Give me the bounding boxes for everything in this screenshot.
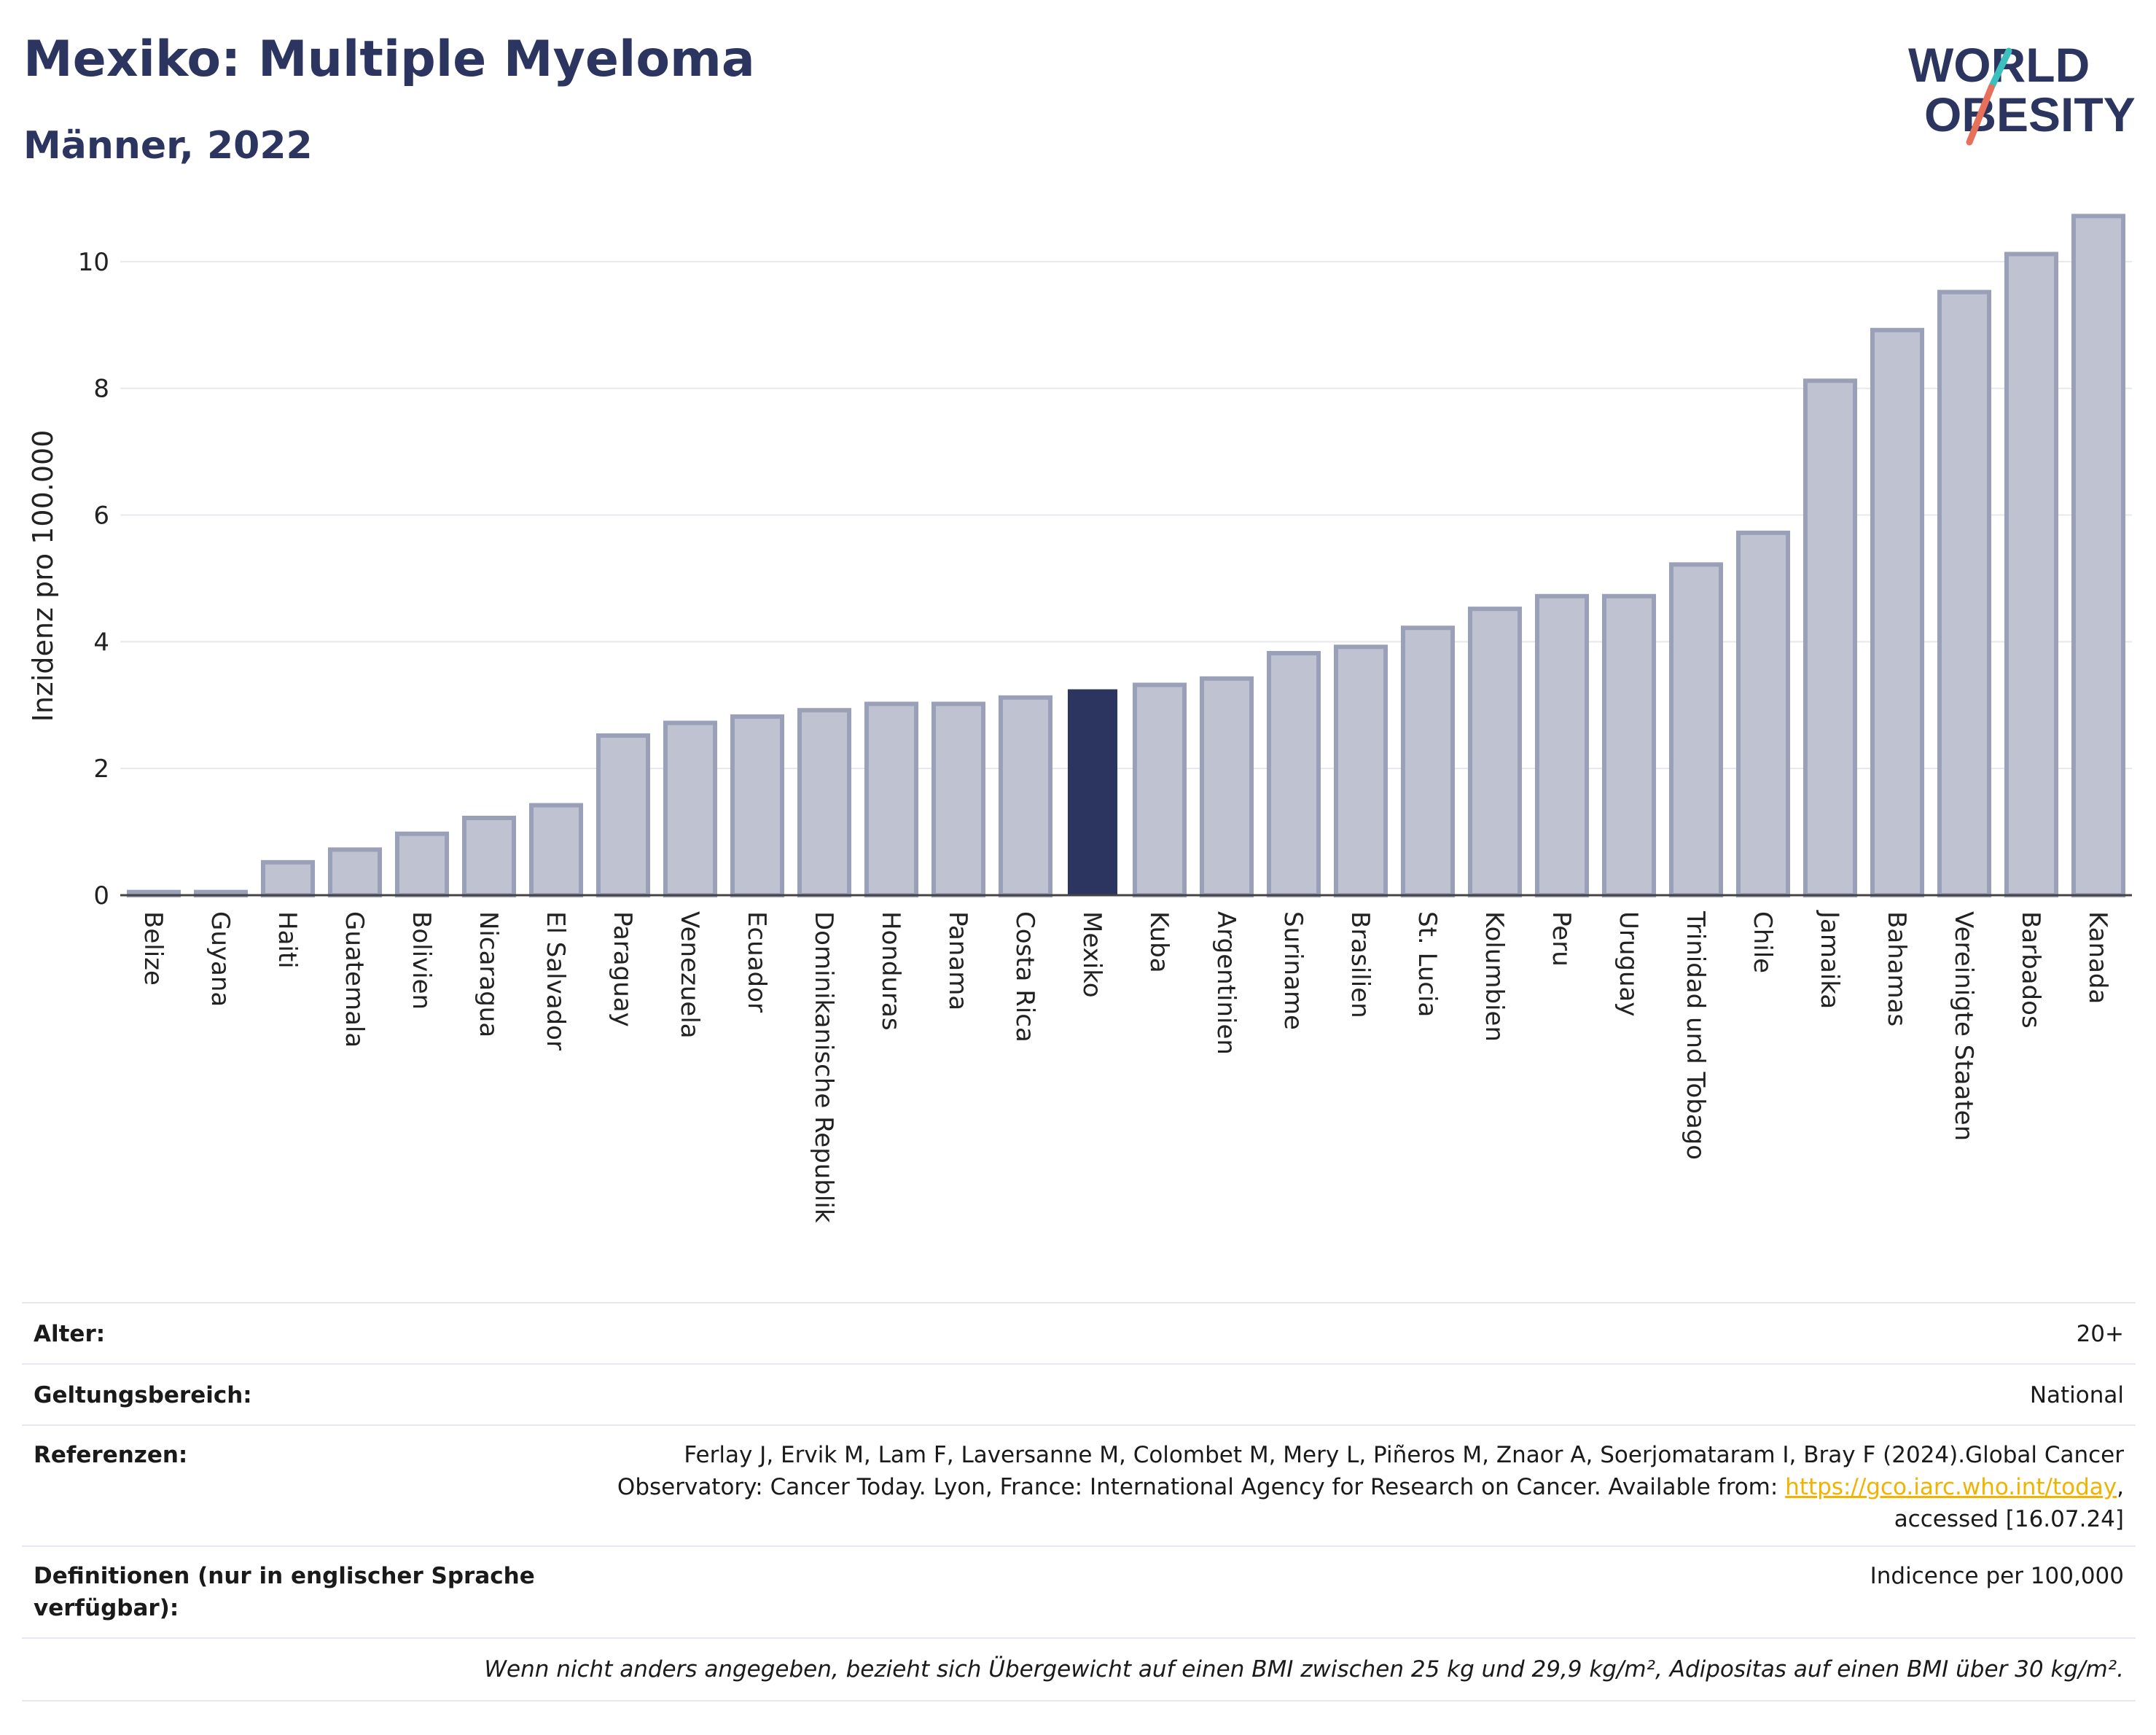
bar-chile [1735, 530, 1791, 897]
x-tick-label: Bolivien [407, 911, 436, 1010]
y-tick-label: 6 [93, 502, 109, 531]
x-tick-label: Belize [138, 911, 168, 986]
bar-paraguay [595, 733, 651, 897]
definitions-value: Indicence per 100,000 [1870, 1563, 2124, 1589]
x-tick-label: Haiti [273, 911, 302, 969]
bar-nicaragua [461, 815, 517, 898]
meta-row-scope: Geltungsbereich: National [22, 1365, 2136, 1426]
x-tick-label: Nicaragua [474, 911, 503, 1037]
x-tick-label: Chile [1748, 911, 1777, 973]
reference-line-2: Observatory: Cancer Today. Lyon, France:… [448, 1471, 2124, 1503]
x-tick-label: Mexiko [1077, 911, 1106, 998]
x-tick-label: Panama [943, 911, 972, 1010]
x-tick-label: Peru [1547, 911, 1576, 967]
y-axis-title: Inzidenz pro 100.000 [27, 430, 59, 722]
references-value: Ferlay J, Ervik M, Lam F, Laversanne M, … [448, 1439, 2124, 1535]
bar-haiti [260, 859, 316, 897]
y-tick-label: 0 [93, 881, 109, 911]
chart-title: Mexiko: Multiple Myeloma [23, 31, 755, 88]
reference-line-2-end: , [2117, 1474, 2124, 1500]
grid-lines [120, 260, 2132, 770]
bar-suriname [1266, 651, 1321, 897]
x-tick-label: Kuba [1144, 911, 1173, 973]
x-tick-label: St. Lucia [1413, 911, 1442, 1017]
bar-el-salvador [528, 803, 584, 898]
y-tick-label: 2 [93, 755, 109, 784]
bar-chart: 0 2 4 6 8 10 Inzidenz pro 100.000 Belize Guyana H… [27, 214, 2132, 1223]
scope-label: Geltungsbereich: [34, 1382, 252, 1408]
bar-dominikanische-republik [797, 708, 852, 898]
x-tick-label: Kolumbien [1480, 911, 1509, 1042]
bar-bahamas [1870, 327, 1925, 897]
x-tick-label: Paraguay [608, 911, 637, 1027]
bar-kolumbien [1467, 607, 1523, 897]
age-value: 20+ [2076, 1321, 2124, 1347]
y-tick-label: 4 [93, 628, 109, 657]
bar-kanada [2071, 214, 2126, 897]
reference-line-1: Ferlay J, Ervik M, Lam F, Laversanne M, … [684, 1442, 2124, 1468]
x-tick-label: Costa Rica [1010, 911, 1039, 1042]
bar-peru [1534, 593, 1590, 897]
bar-ecuador [730, 714, 785, 898]
x-tick-label: El Salvador [541, 911, 570, 1050]
bar-bolivien [394, 831, 450, 898]
bar-barbados [2004, 252, 2059, 898]
bar-jamaika [1802, 378, 1858, 897]
metadata-table: Alter: 20+ Geltungsbereich: National Ref… [22, 1302, 2136, 1701]
y-tick-label: 10 [78, 248, 109, 277]
bar-kuba [1132, 682, 1187, 897]
x-tick-label: Vereinigte Staaten [1949, 911, 1978, 1141]
age-label: Alter: [34, 1321, 106, 1347]
meta-row-age: Alter: 20+ [22, 1303, 2136, 1365]
bar-guatemala [327, 847, 383, 897]
bar-st-lucia [1400, 625, 1456, 898]
x-tick-label: Brasilien [1345, 911, 1375, 1018]
bar-trinidad-und-tobago [1668, 562, 1724, 897]
x-tick-label: Jamaika [1815, 910, 1844, 1009]
bar-costa-rica [998, 695, 1053, 897]
definitions-label: Definitionen (nur in englischer Sprache … [34, 1563, 535, 1621]
bar-mexiko [1067, 689, 1118, 895]
bar-uruguay [1601, 593, 1657, 897]
references-label: Referenzen: [34, 1442, 188, 1468]
y-tick-label: 8 [93, 375, 109, 404]
x-tick-label: Uruguay [1614, 911, 1643, 1017]
x-tick-label: Dominikanische Republik [809, 911, 838, 1223]
bar-argentinien [1199, 676, 1254, 898]
x-tick-label: Trinidad und Tobago [1681, 911, 1710, 1160]
logo-slash-teal [1988, 47, 2012, 91]
bar-panama [931, 701, 986, 897]
logo-text-obesity: OBESITY [1924, 87, 2136, 141]
x-tick-label: Argentinien [1211, 911, 1241, 1055]
reference-link[interactable]: https://gco.iarc.who.int/today [1785, 1474, 2117, 1500]
x-tick-label: Venezuela [675, 911, 704, 1039]
bar-vereinigte-staaten [1937, 289, 1992, 898]
bar-honduras [864, 701, 919, 897]
x-tick-label: Barbados [2016, 911, 2045, 1029]
reference-line-2-text: Observatory: Cancer Today. Lyon, France:… [617, 1474, 1786, 1500]
x-tick-label: Kanada [2083, 911, 2112, 1004]
chart-subtitle: Männer, 2022 [23, 124, 313, 168]
world-obesity-logo: WORLD OBESITY [1908, 38, 2136, 146]
tick-labels: 0 2 4 6 8 10 Inzidenz pro 100.000 Belize Guyana H… [27, 248, 2112, 1223]
bar-brasilien [1333, 644, 1388, 897]
reference-line-3: accessed [16.07.24] [1894, 1506, 2124, 1532]
x-tick-label: Ecuador [742, 911, 771, 1013]
bar-venezuela [663, 720, 718, 898]
x-tick-label: Suriname [1278, 911, 1308, 1030]
meta-row-note: Wenn nicht anders angegeben, bezieht sic… [22, 1639, 2136, 1701]
x-tick-label: Guatemala [340, 911, 369, 1048]
x-tick-label: Bahamas [1882, 911, 1911, 1026]
x-tick-label: Guyana [206, 911, 235, 1007]
meta-row-references: Referenzen: Ferlay J, Ervik M, Lam F, La… [22, 1426, 2136, 1547]
scope-value: National [2029, 1382, 2124, 1408]
logo-slash-coral [1966, 84, 1995, 146]
meta-row-definitions: Definitionen (nur in englischer Sprache … [22, 1547, 2136, 1639]
bars [126, 214, 2126, 898]
x-tick-label: Honduras [876, 911, 905, 1031]
bmi-note: Wenn nicht anders angegeben, bezieht sic… [484, 1656, 2124, 1683]
